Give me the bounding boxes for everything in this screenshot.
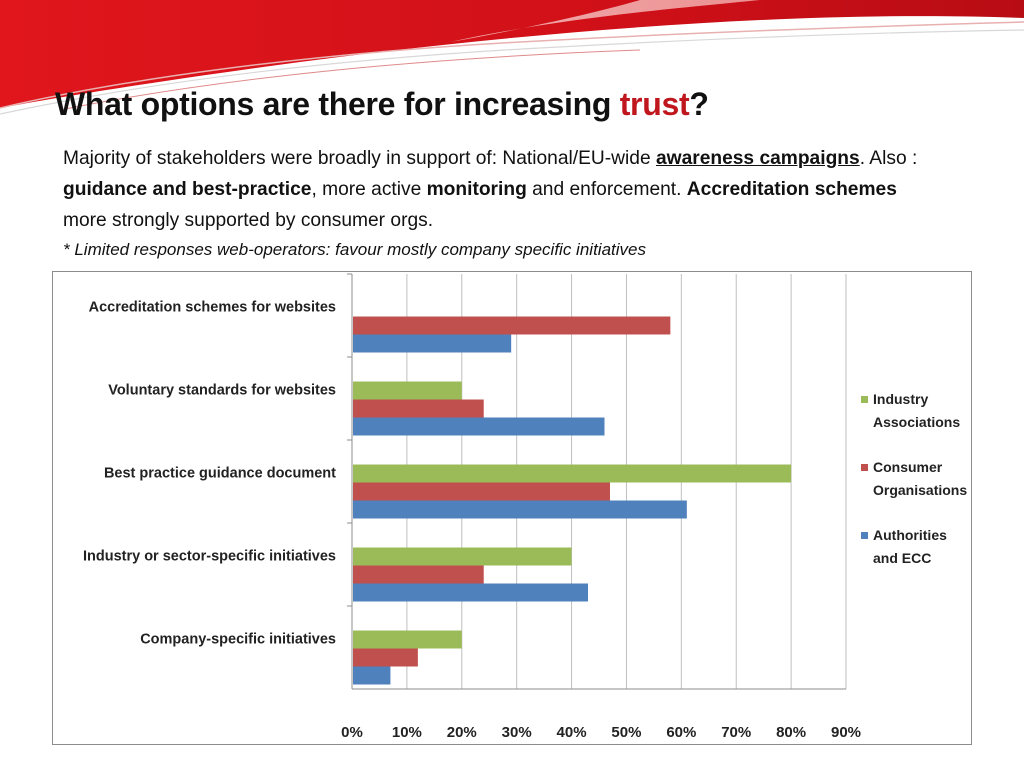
legend-swatch (861, 532, 868, 539)
bar-chart-frame: 0% 10% 20% 30% 40% 50% 60% 70% 80% 90% Accreditati… (52, 271, 972, 745)
legend-label: Authorities and ECC (873, 527, 947, 566)
bar-chart: 0% 10% 20% 30% 40% 50% 60% 70% 80% 90% Accreditati… (83, 273, 967, 741)
legend-label: Industry Associations (873, 391, 960, 430)
category-label: Best practice guidance document (104, 466, 336, 482)
x-tick-label: 80% (776, 724, 806, 741)
title-question-mark: ? (689, 86, 709, 122)
x-tick-label: 20% (447, 724, 477, 741)
summary-emphasis-awareness: awareness campaigns (655, 148, 860, 169)
title-text-main: What options are there for increasing (55, 86, 620, 122)
bar (353, 316, 671, 335)
x-tick-label: 0% (341, 724, 363, 741)
summary-text: . Also : (859, 148, 918, 169)
footnote: * Limited responses web-operators: favou… (63, 240, 646, 259)
category-label: Company-specific initiatives (140, 632, 336, 648)
x-tick-label: 30% (502, 724, 532, 741)
x-tick-label: 90% (831, 724, 861, 741)
summary-text: , more active (311, 179, 427, 200)
x-tick-label: 60% (666, 724, 696, 741)
bar (353, 417, 605, 436)
legend-swatch (861, 464, 868, 471)
bar (353, 547, 572, 566)
x-tick-label: 70% (721, 724, 751, 741)
category-label: Industry or sector-specific initiatives (83, 549, 336, 565)
legend-swatch (861, 396, 868, 403)
x-tick-label: 40% (557, 724, 587, 741)
legend-label: Consumer Organisations (873, 459, 967, 498)
bar (353, 381, 462, 400)
category-label: Accreditation schemes for websites (89, 300, 336, 316)
bar (353, 648, 418, 667)
summary-text: Majority of stakeholders were broadly in… (63, 148, 656, 169)
summary-emphasis-guidance: guidance and best-practice (63, 179, 312, 200)
bar (353, 482, 610, 501)
slide-title: What options are there for increasing tr… (55, 86, 709, 123)
bar (353, 500, 687, 519)
bar (353, 630, 462, 649)
bar (353, 464, 792, 483)
category-label: Voluntary standards for websites (108, 383, 336, 399)
summary-paragraph: Majority of stakeholders were broadly in… (63, 143, 943, 236)
summary-text: more strongly supported by consumer orgs… (63, 210, 434, 231)
title-accent-word: trust (619, 86, 690, 122)
bar (353, 565, 484, 584)
x-tick-label: 50% (611, 724, 641, 741)
x-tick-label: 10% (392, 724, 422, 741)
summary-text: and enforcement. (526, 179, 687, 200)
bar (353, 399, 484, 418)
header-swoosh-decoration (0, 0, 1024, 115)
bar (353, 583, 589, 602)
summary-emphasis-monitoring: monitoring (426, 179, 527, 200)
bar (353, 666, 391, 685)
summary-emphasis-accreditation: Accreditation schemes (686, 179, 897, 200)
bar (353, 334, 512, 353)
